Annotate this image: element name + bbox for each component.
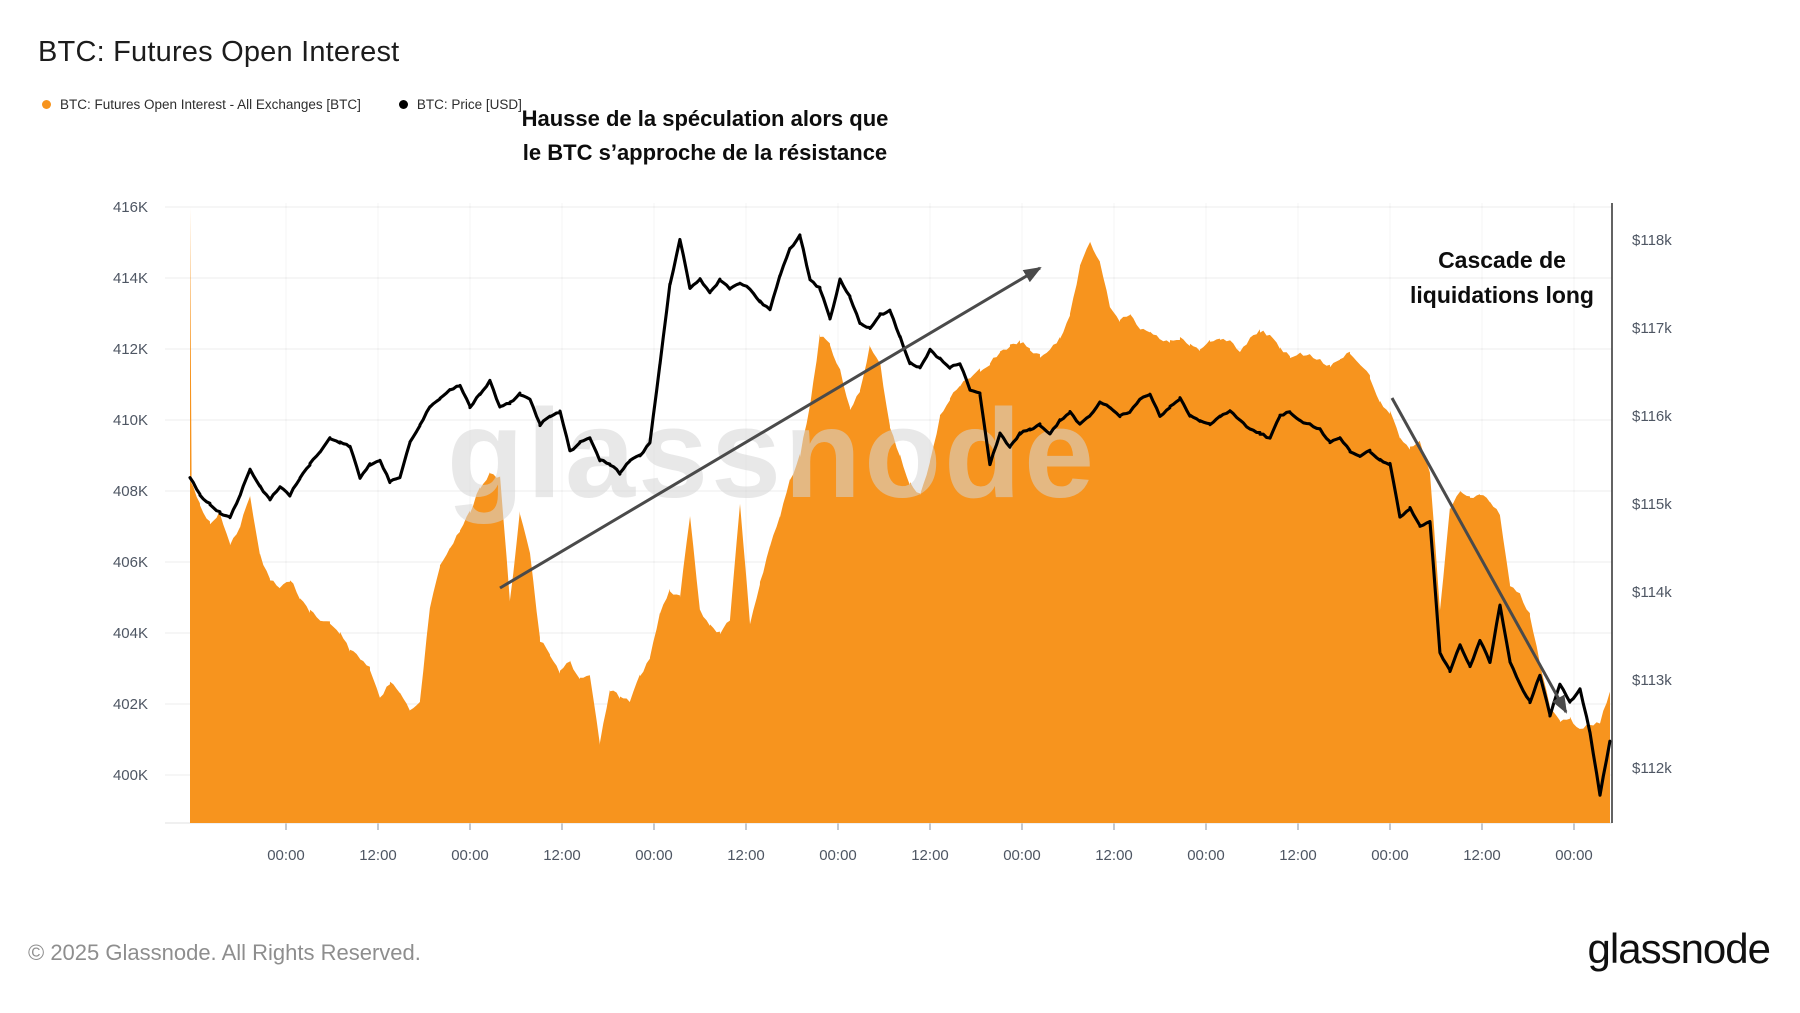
- x-axis-tick: 12:00: [359, 847, 397, 864]
- left-axis-tick: 414K: [113, 270, 148, 287]
- annotation-speculation: Hausse de la spéculation alors que le BT…: [522, 102, 889, 170]
- speculation-rise-arrow-icon: [499, 266, 1042, 590]
- annotation-cascade-line2: liquidations long: [1410, 282, 1594, 308]
- annotation-cascade-line1: Cascade de: [1438, 247, 1566, 273]
- legend-label-open-interest: BTC: Futures Open Interest - All Exchang…: [60, 97, 361, 112]
- annotation-speculation-line1: Hausse de la spéculation alors que: [521, 106, 889, 131]
- x-axis-tick: 12:00: [1095, 847, 1133, 864]
- x-axis-tick: 00:00: [635, 847, 673, 864]
- price-line-series: [188, 233, 1612, 797]
- x-axis-tick: 12:00: [543, 847, 581, 864]
- left-axis-tick: 406K: [113, 554, 148, 571]
- left-axis-tick: 402K: [113, 696, 148, 713]
- x-axis-tick: 00:00: [267, 847, 305, 864]
- x-axis-tick: 00:00: [819, 847, 857, 864]
- left-axis-tick: 416K: [113, 199, 148, 216]
- right-axis-tick: $112k: [1632, 760, 1672, 777]
- x-axis-tick: 00:00: [1003, 847, 1041, 864]
- black-circle-icon: [398, 100, 408, 109]
- copyright-text: © 2025 Glassnode. All Rights Reserved.: [28, 940, 421, 965]
- annotation-cascade: Cascade de liquidations long: [1410, 243, 1594, 313]
- right-axis-tick: $117k: [1632, 320, 1672, 337]
- x-axis-tick: 00:00: [1187, 847, 1225, 864]
- glassnode-logo: glassnode: [1587, 925, 1771, 972]
- x-axis-tick: 00:00: [1555, 847, 1593, 864]
- x-axis-tick: 00:00: [1371, 847, 1409, 864]
- left-axis-tick: 410K: [113, 412, 148, 429]
- left-axis-tick: 400K: [113, 767, 148, 784]
- x-axis-tick: 12:00: [911, 847, 949, 864]
- open-interest-area-series: [190, 207, 1610, 823]
- chart-legend: BTC: Futures Open Interest - All Exchang…: [42, 97, 522, 112]
- left-axis-tick: 404K: [113, 625, 148, 642]
- x-axis-tick: 12:00: [1279, 847, 1317, 864]
- left-axis-tick: 412K: [113, 341, 148, 358]
- legend-item-open-interest[interactable]: BTC: Futures Open Interest - All Exchang…: [42, 97, 361, 112]
- right-axis-tick: $116k: [1632, 408, 1672, 425]
- x-axis-tick: 12:00: [727, 847, 765, 864]
- annotation-speculation-line2: le BTC s’approche de la résistance: [522, 140, 888, 165]
- legend-item-price[interactable]: BTC: Price [USD]: [398, 97, 522, 112]
- right-axis-tick: $118k: [1632, 232, 1672, 249]
- right-axis-tick: $114k: [1632, 584, 1672, 601]
- x-axis-tick: 00:00: [451, 847, 489, 864]
- liquidation-cascade-arrow-icon: [1390, 397, 1568, 714]
- left-axis-tick: 408K: [113, 483, 148, 500]
- legend-label-price: BTC: Price [USD]: [416, 97, 522, 112]
- glassnode-watermark: glassnode: [447, 383, 1097, 524]
- page-title: BTC: Futures Open Interest: [38, 36, 400, 68]
- orange-circle-icon: [42, 100, 51, 109]
- right-axis-tick: $115k: [1632, 496, 1672, 513]
- x-axis-tick: 12:00: [1463, 847, 1501, 864]
- right-axis-tick: $113k: [1632, 672, 1672, 689]
